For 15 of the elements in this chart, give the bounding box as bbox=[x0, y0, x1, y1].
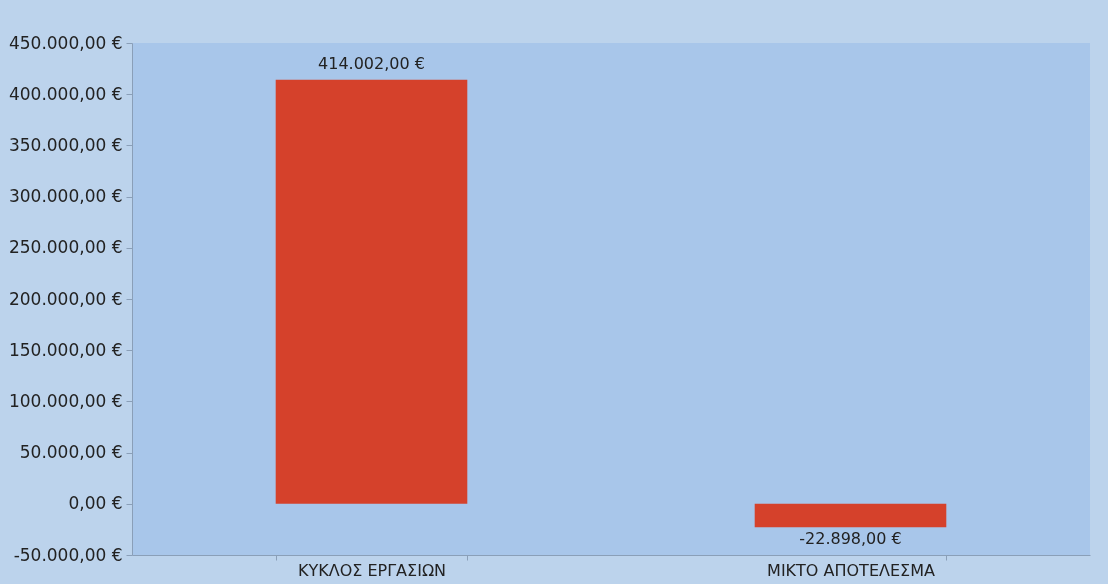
data-label: -22.898,00 € bbox=[799, 529, 902, 549]
y-tick-label: -50.000,00 € bbox=[13, 544, 123, 565]
y-tick-label: 50.000,00 € bbox=[19, 442, 123, 463]
y-tick-label: 200.000,00 € bbox=[8, 288, 123, 309]
y-tick-label: 350.000,00 € bbox=[8, 134, 123, 155]
y-tick-label: 300.000,00 € bbox=[8, 186, 123, 207]
data-label: 414.002,00 € bbox=[318, 53, 425, 73]
y-tick-label: 150.000,00 € bbox=[8, 339, 123, 360]
y-tick-label: 400.000,00 € bbox=[8, 83, 123, 104]
y-tick-label: 450.000,00 € bbox=[8, 32, 123, 53]
y-tick-label: 0,00 € bbox=[68, 493, 123, 514]
y-tick-label: 100.000,00 € bbox=[8, 390, 123, 411]
x-tick-label: ΚΥΚΛΟΣ ΕΡΓΑΣΙΩΝ bbox=[297, 560, 447, 580]
y-tick-label: 250.000,00 € bbox=[8, 237, 123, 258]
x-tick-label: ΜΙΚΤΟ ΑΠΟΤΕΛΕΣΜΑ bbox=[767, 560, 935, 580]
